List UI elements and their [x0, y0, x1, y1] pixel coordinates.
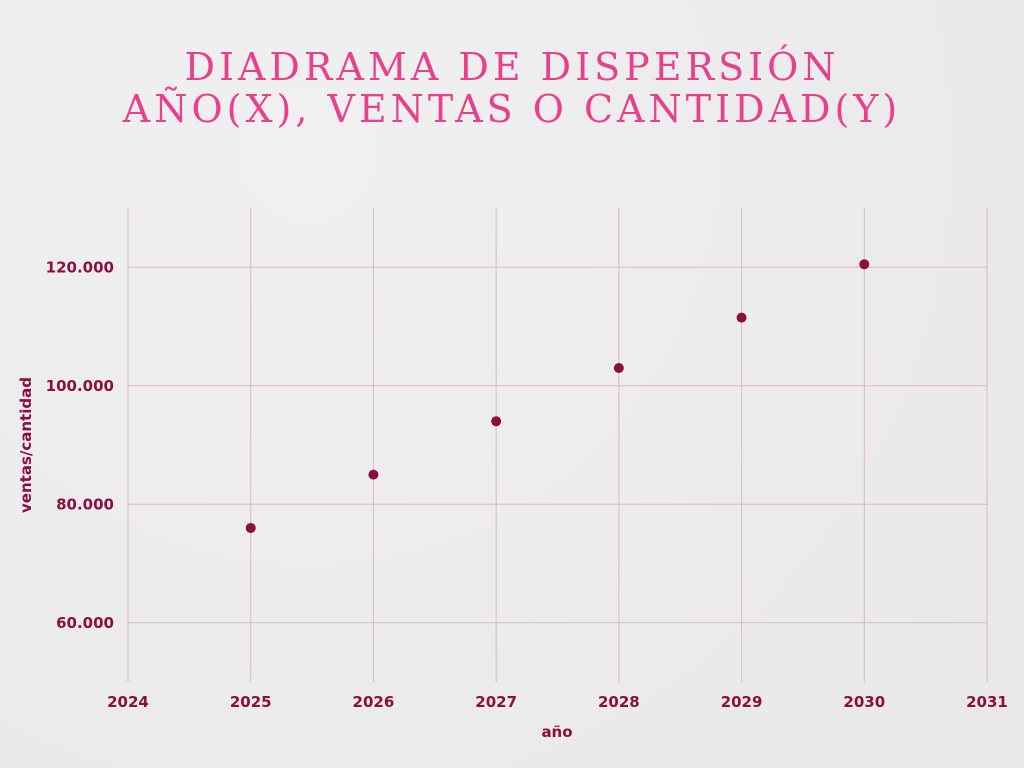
y-tick-label-1: 80.000 — [56, 495, 114, 513]
data-point-5 — [859, 259, 870, 270]
data-point-4 — [736, 312, 747, 323]
y-tick-label-2: 100.000 — [46, 377, 114, 395]
y-tick-labels: 60.000 80.000 100.000 120.000 — [46, 258, 114, 632]
y-tick-label-3: 120.000 — [46, 258, 114, 276]
x-axis-label: año — [541, 723, 572, 741]
x-tick-label-2: 2026 — [353, 693, 395, 711]
chart-title-line-2: AÑO(X), VENTAS O CANTIDAD(Y) — [122, 87, 902, 131]
x-tick-label-0: 2024 — [107, 693, 149, 711]
data-point-2 — [491, 416, 502, 427]
chart-title: DIADRAMA DE DISPERSIÓN AÑO(X), VENTAS O … — [0, 46, 1024, 130]
data-point-1 — [368, 469, 379, 480]
chart-title-line-1: DIADRAMA DE DISPERSIÓN — [184, 45, 840, 89]
x-tick-label-6: 2030 — [843, 693, 885, 711]
x-tick-label-1: 2025 — [230, 693, 272, 711]
data-point-0 — [245, 522, 256, 533]
x-tick-label-3: 2027 — [475, 693, 517, 711]
x-tick-label-7: 2031 — [966, 693, 1008, 711]
x-tick-labels: 2024 2025 2026 2027 2028 2029 2030 2031 — [107, 693, 1008, 711]
grid-lines — [127, 208, 988, 682]
y-axis-label: ventas/cantidad — [17, 377, 35, 513]
x-tick-label-4: 2028 — [598, 693, 640, 711]
data-points — [245, 259, 870, 533]
data-point-3 — [613, 362, 624, 373]
y-tick-label-0: 60.000 — [56, 614, 114, 632]
x-tick-label-5: 2029 — [721, 693, 763, 711]
